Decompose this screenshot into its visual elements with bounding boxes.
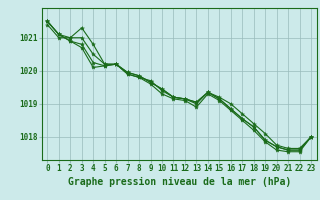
X-axis label: Graphe pression niveau de la mer (hPa): Graphe pression niveau de la mer (hPa) [68,177,291,187]
